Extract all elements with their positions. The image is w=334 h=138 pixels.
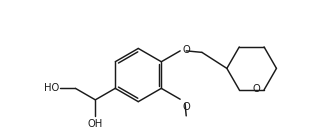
- Text: O: O: [253, 84, 261, 94]
- Text: HO: HO: [44, 83, 59, 93]
- Text: O: O: [182, 45, 190, 55]
- Text: OH: OH: [88, 120, 103, 129]
- Text: O: O: [182, 102, 190, 112]
